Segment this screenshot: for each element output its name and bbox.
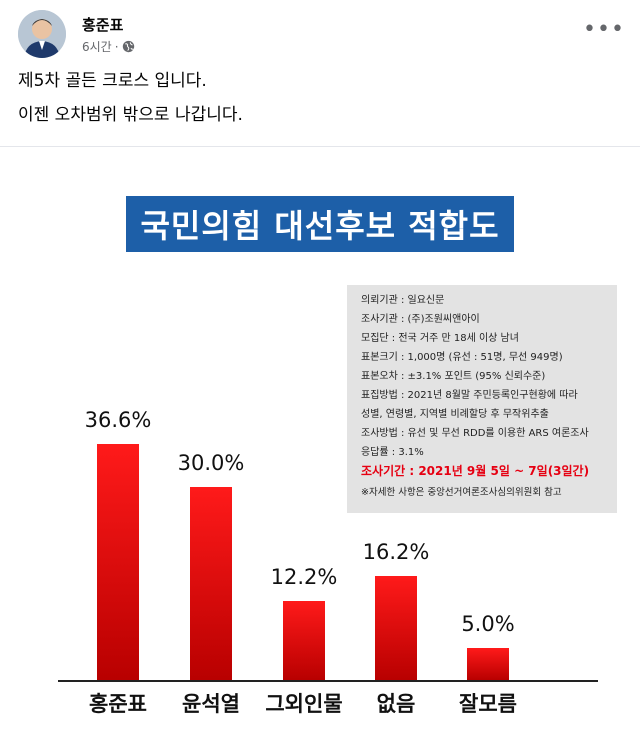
bar-value-label: 12.2% — [270, 565, 338, 590]
bar-value-label: 30.0% — [177, 450, 245, 475]
bar — [97, 444, 139, 680]
category-label: 홍준표 — [89, 692, 147, 716]
bar-value-label: 36.6% — [84, 408, 152, 432]
bar — [190, 486, 232, 680]
survey-info-line: 성별, 연령별, 지역별 비례할당 후 무작위추출 — [361, 409, 549, 420]
category-label: 없음 — [376, 692, 416, 716]
survey-info-line: 모집단 : 전국 거주 만 18세 이상 남녀 — [361, 333, 519, 344]
category-label: 윤석열 — [182, 692, 240, 716]
post-line-2: 이젠 오차범위 밖으로 나갑니다. — [18, 105, 243, 125]
survey-info-line: 표집방법 : 2021년 8월말 주민등록인구현황에 따라 — [361, 390, 578, 401]
survey-info-line: 조사기관 : (주)조원씨앤아이 — [361, 314, 480, 325]
survey-info-box: 의뢰기관 : 일요신문 조사기관 : (주)조원씨앤아이 모집단 : 전국 거주… — [347, 285, 617, 513]
author-name[interactable]: 홍준표 — [82, 16, 124, 34]
bar-value-label: 5.0% — [461, 611, 515, 636]
survey-info-line: 조사방법 : 유선 및 무선 RDD를 이용한 ARS 여론조사 — [361, 428, 589, 439]
chart-baseline — [58, 680, 598, 682]
meta-separator: · — [114, 39, 119, 54]
post-text: 제5차 골든 크로스 입니다. 이젠 오차범위 밖으로 나갑니다. — [18, 64, 243, 132]
profile-photo-icon — [18, 10, 66, 58]
post-time[interactable]: 6시간 — [82, 40, 112, 54]
post-line-1: 제5차 골든 크로스 입니다. — [18, 71, 207, 91]
bar — [283, 601, 325, 680]
survey-note: ※자세한 사항은 중앙선거여론조사심의위원회 참고 — [361, 487, 562, 498]
bar — [467, 647, 509, 680]
survey-info-line: 표본오차 : ±3.1% 포인트 (95% 신뢰수준) — [361, 371, 546, 382]
bar-value-label: 16.2% — [362, 539, 430, 564]
survey-info-line: 응답률 : 3.1% — [361, 447, 424, 458]
post-header: 홍준표 6시간 · ••• — [18, 10, 624, 62]
more-dots-icon: ••• — [583, 17, 625, 42]
divider — [0, 146, 640, 147]
category-label: 잘모름 — [459, 692, 517, 716]
post-meta: 6시간 · — [82, 38, 135, 55]
more-options-button[interactable]: ••• — [583, 16, 624, 44]
chart-title: 국민의힘 대선후보 적합도 — [126, 196, 514, 252]
survey-info-line: 의뢰기관 : 일요신문 — [361, 295, 445, 306]
category-label: 그외인물 — [265, 692, 343, 716]
survey-period: 조사기간 : 2021년 9월 5일 ~ 7일(3일간) — [361, 464, 590, 478]
bar — [375, 575, 417, 680]
survey-info-line: 표본크기 : 1,000명 (유선 : 51명, 무선 949명) — [361, 352, 563, 363]
avatar[interactable] — [18, 10, 66, 58]
globe-icon[interactable] — [122, 40, 135, 53]
